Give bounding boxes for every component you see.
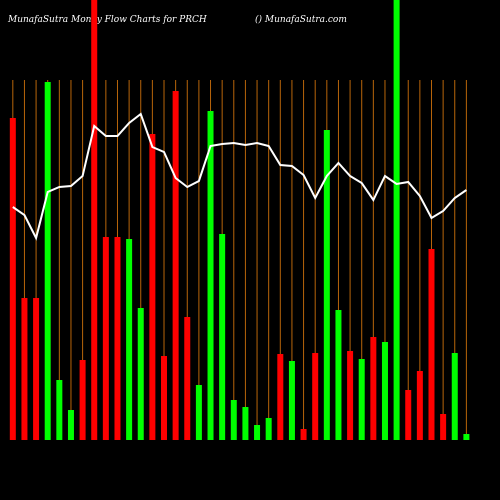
bar <box>358 359 365 440</box>
bar <box>230 400 237 440</box>
bar <box>114 237 121 440</box>
bar <box>312 353 319 440</box>
bar <box>102 237 109 440</box>
bar <box>451 353 458 440</box>
bar <box>184 317 191 440</box>
bar <box>300 429 307 440</box>
bar <box>428 249 435 440</box>
bar <box>56 380 63 440</box>
bar <box>126 239 133 440</box>
bar <box>207 111 214 440</box>
bar <box>405 390 412 440</box>
bar <box>381 342 388 440</box>
bar <box>195 385 202 440</box>
bar <box>323 130 330 440</box>
bar <box>335 310 342 440</box>
bar <box>9 118 16 440</box>
bar <box>288 361 295 440</box>
chart-subtitle: () MunafaSutra.com <box>255 14 347 25</box>
bar <box>91 0 98 440</box>
bar <box>161 356 168 440</box>
bar <box>393 0 400 440</box>
flow-line <box>12 112 467 241</box>
bar <box>137 308 144 440</box>
bar <box>242 407 249 440</box>
bar <box>370 337 377 440</box>
bar <box>440 414 447 440</box>
bar <box>347 351 354 440</box>
bar <box>463 434 470 440</box>
bar <box>79 360 86 440</box>
bar <box>277 354 284 440</box>
bar <box>21 298 28 440</box>
bar <box>33 298 40 440</box>
bar <box>265 418 272 440</box>
bar <box>219 234 226 440</box>
bar <box>254 425 261 440</box>
bar <box>67 410 74 440</box>
bar <box>149 134 156 440</box>
chart-title: MunafaSutra Money Flow Charts for PRCH <box>7 15 207 25</box>
bar <box>44 82 51 440</box>
bar <box>416 371 423 440</box>
bar <box>172 91 179 440</box>
